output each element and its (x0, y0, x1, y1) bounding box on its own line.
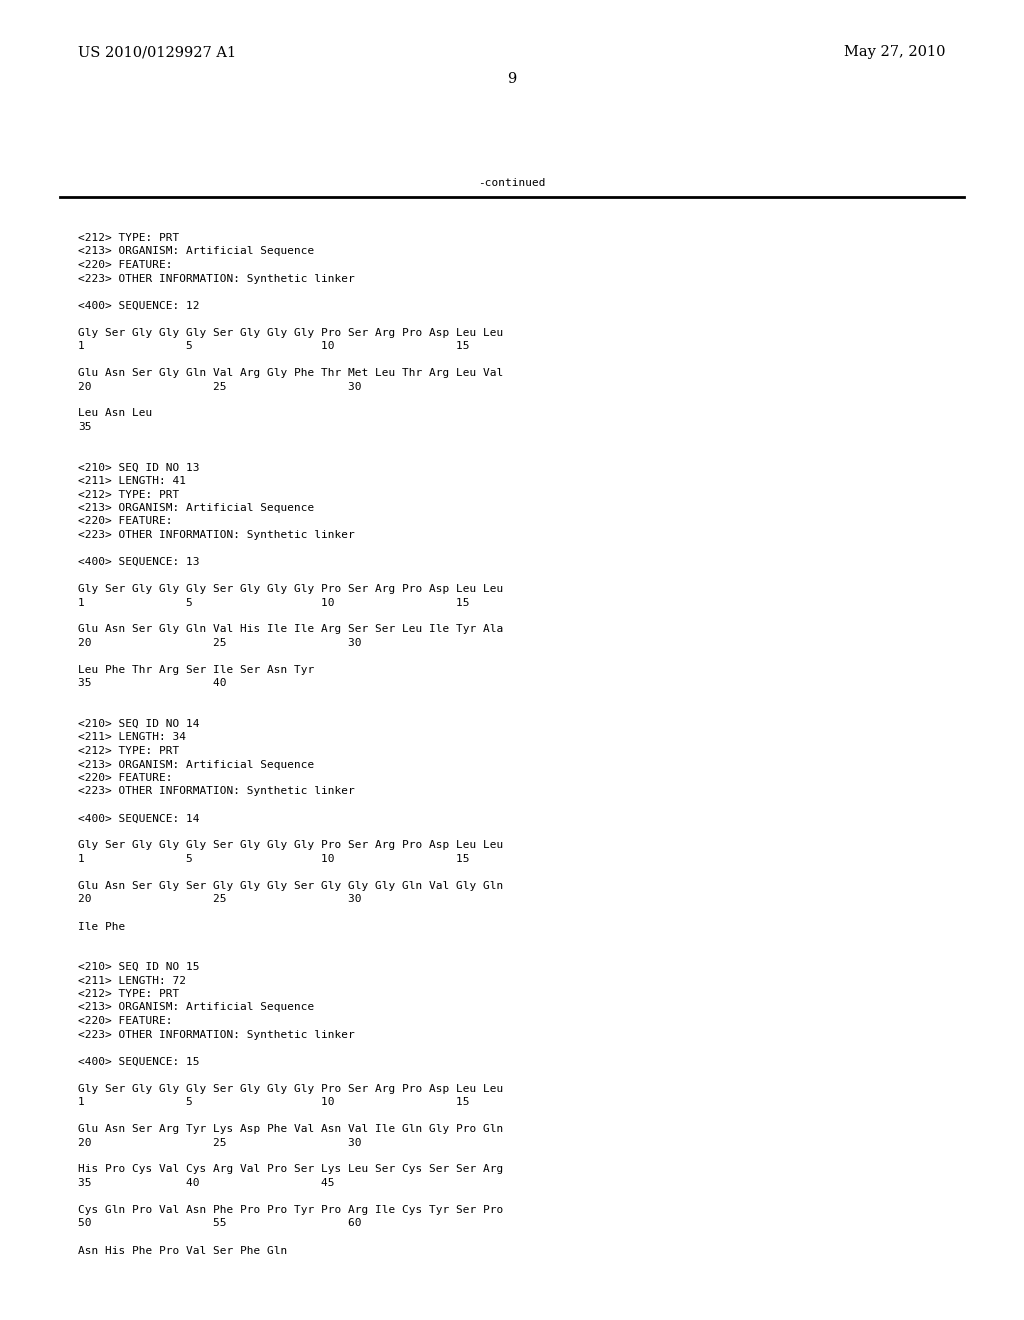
Text: 1               5                   10                  15: 1 5 10 15 (78, 1097, 469, 1107)
Text: Ile Phe: Ile Phe (78, 921, 125, 932)
Text: Glu Asn Ser Arg Tyr Lys Asp Phe Val Asn Val Ile Gln Gly Pro Gln: Glu Asn Ser Arg Tyr Lys Asp Phe Val Asn … (78, 1125, 503, 1134)
Text: <212> TYPE: PRT: <212> TYPE: PRT (78, 234, 179, 243)
Text: His Pro Cys Val Cys Arg Val Pro Ser Lys Leu Ser Cys Ser Ser Arg: His Pro Cys Val Cys Arg Val Pro Ser Lys … (78, 1164, 503, 1175)
Text: <213> ORGANISM: Artificial Sequence: <213> ORGANISM: Artificial Sequence (78, 503, 314, 513)
Text: <223> OTHER INFORMATION: Synthetic linker: <223> OTHER INFORMATION: Synthetic linke… (78, 531, 354, 540)
Text: <212> TYPE: PRT: <212> TYPE: PRT (78, 989, 179, 999)
Text: May 27, 2010: May 27, 2010 (845, 45, 946, 59)
Text: <223> OTHER INFORMATION: Synthetic linker: <223> OTHER INFORMATION: Synthetic linke… (78, 273, 354, 284)
Text: <400> SEQUENCE: 12: <400> SEQUENCE: 12 (78, 301, 200, 310)
Text: <213> ORGANISM: Artificial Sequence: <213> ORGANISM: Artificial Sequence (78, 1002, 314, 1012)
Text: Gly Ser Gly Gly Gly Ser Gly Gly Gly Pro Ser Arg Pro Asp Leu Leu: Gly Ser Gly Gly Gly Ser Gly Gly Gly Pro … (78, 327, 503, 338)
Text: 35                  40: 35 40 (78, 678, 226, 689)
Text: <210> SEQ ID NO 13: <210> SEQ ID NO 13 (78, 462, 200, 473)
Text: 20                  25                  30: 20 25 30 (78, 638, 361, 648)
Text: <400> SEQUENCE: 13: <400> SEQUENCE: 13 (78, 557, 200, 568)
Text: <220> FEATURE:: <220> FEATURE: (78, 516, 172, 527)
Text: <400> SEQUENCE: 14: <400> SEQUENCE: 14 (78, 813, 200, 824)
Text: <213> ORGANISM: Artificial Sequence: <213> ORGANISM: Artificial Sequence (78, 759, 314, 770)
Text: <220> FEATURE:: <220> FEATURE: (78, 260, 172, 271)
Text: Glu Asn Ser Gly Ser Gly Gly Gly Ser Gly Gly Gly Gln Val Gly Gln: Glu Asn Ser Gly Ser Gly Gly Gly Ser Gly … (78, 880, 503, 891)
Text: Glu Asn Ser Gly Gln Val His Ile Ile Arg Ser Ser Leu Ile Tyr Ala: Glu Asn Ser Gly Gln Val His Ile Ile Arg … (78, 624, 503, 635)
Text: Gly Ser Gly Gly Gly Ser Gly Gly Gly Pro Ser Arg Pro Asp Leu Leu: Gly Ser Gly Gly Gly Ser Gly Gly Gly Pro … (78, 583, 503, 594)
Text: <400> SEQUENCE: 15: <400> SEQUENCE: 15 (78, 1056, 200, 1067)
Text: 20                  25                  30: 20 25 30 (78, 381, 361, 392)
Text: US 2010/0129927 A1: US 2010/0129927 A1 (78, 45, 237, 59)
Text: 35: 35 (78, 422, 91, 432)
Text: <223> OTHER INFORMATION: Synthetic linker: <223> OTHER INFORMATION: Synthetic linke… (78, 1030, 354, 1040)
Text: 20                  25                  30: 20 25 30 (78, 895, 361, 904)
Text: <220> FEATURE:: <220> FEATURE: (78, 1016, 172, 1026)
Text: 20                  25                  30: 20 25 30 (78, 1138, 361, 1147)
Text: <212> TYPE: PRT: <212> TYPE: PRT (78, 490, 179, 499)
Text: 9: 9 (507, 73, 517, 86)
Text: <223> OTHER INFORMATION: Synthetic linker: <223> OTHER INFORMATION: Synthetic linke… (78, 787, 354, 796)
Text: 50                  55                  60: 50 55 60 (78, 1218, 361, 1229)
Text: Glu Asn Ser Gly Gln Val Arg Gly Phe Thr Met Leu Thr Arg Leu Val: Glu Asn Ser Gly Gln Val Arg Gly Phe Thr … (78, 368, 503, 378)
Text: <210> SEQ ID NO 14: <210> SEQ ID NO 14 (78, 719, 200, 729)
Text: Leu Asn Leu: Leu Asn Leu (78, 408, 153, 418)
Text: <210> SEQ ID NO 15: <210> SEQ ID NO 15 (78, 962, 200, 972)
Text: <213> ORGANISM: Artificial Sequence: <213> ORGANISM: Artificial Sequence (78, 247, 314, 256)
Text: 1               5                   10                  15: 1 5 10 15 (78, 341, 469, 351)
Text: Asn His Phe Pro Val Ser Phe Gln: Asn His Phe Pro Val Ser Phe Gln (78, 1246, 288, 1255)
Text: -continued: -continued (478, 178, 546, 187)
Text: Gly Ser Gly Gly Gly Ser Gly Gly Gly Pro Ser Arg Pro Asp Leu Leu: Gly Ser Gly Gly Gly Ser Gly Gly Gly Pro … (78, 841, 503, 850)
Text: Leu Phe Thr Arg Ser Ile Ser Asn Tyr: Leu Phe Thr Arg Ser Ile Ser Asn Tyr (78, 665, 314, 675)
Text: <212> TYPE: PRT: <212> TYPE: PRT (78, 746, 179, 756)
Text: Cys Gln Pro Val Asn Phe Pro Pro Tyr Pro Arg Ile Cys Tyr Ser Pro: Cys Gln Pro Val Asn Phe Pro Pro Tyr Pro … (78, 1205, 503, 1214)
Text: 35              40                  45: 35 40 45 (78, 1177, 335, 1188)
Text: 1               5                   10                  15: 1 5 10 15 (78, 854, 469, 865)
Text: <220> FEATURE:: <220> FEATURE: (78, 774, 172, 783)
Text: <211> LENGTH: 72: <211> LENGTH: 72 (78, 975, 186, 986)
Text: <211> LENGTH: 34: <211> LENGTH: 34 (78, 733, 186, 742)
Text: 1               5                   10                  15: 1 5 10 15 (78, 598, 469, 607)
Text: <211> LENGTH: 41: <211> LENGTH: 41 (78, 477, 186, 486)
Text: Gly Ser Gly Gly Gly Ser Gly Gly Gly Pro Ser Arg Pro Asp Leu Leu: Gly Ser Gly Gly Gly Ser Gly Gly Gly Pro … (78, 1084, 503, 1093)
